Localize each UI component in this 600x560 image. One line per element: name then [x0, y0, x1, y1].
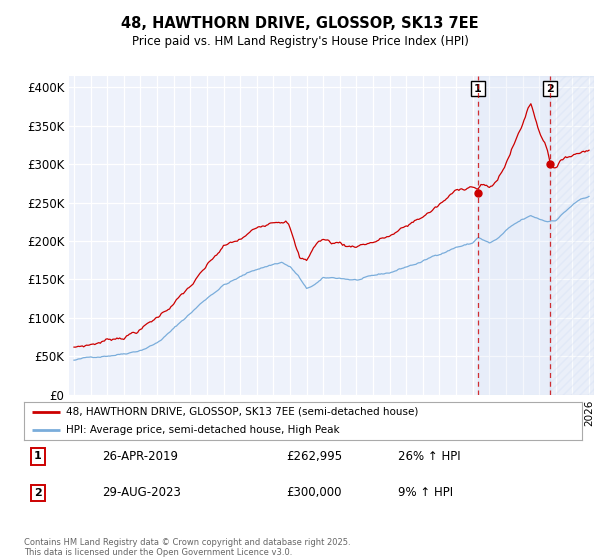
Text: £262,995: £262,995 — [286, 450, 343, 463]
Text: 26-APR-2019: 26-APR-2019 — [102, 450, 178, 463]
Text: HPI: Average price, semi-detached house, High Peak: HPI: Average price, semi-detached house,… — [66, 425, 340, 435]
Text: 9% ↑ HPI: 9% ↑ HPI — [398, 486, 453, 500]
Text: 2: 2 — [34, 488, 42, 498]
Text: 48, HAWTHORN DRIVE, GLOSSOP, SK13 7EE (semi-detached house): 48, HAWTHORN DRIVE, GLOSSOP, SK13 7EE (s… — [66, 407, 418, 417]
Text: Price paid vs. HM Land Registry's House Price Index (HPI): Price paid vs. HM Land Registry's House … — [131, 35, 469, 48]
Text: Contains HM Land Registry data © Crown copyright and database right 2025.
This d: Contains HM Land Registry data © Crown c… — [24, 538, 350, 557]
Bar — [550, 76, 594, 395]
Text: 26% ↑ HPI: 26% ↑ HPI — [398, 450, 460, 463]
Bar — [478, 76, 550, 395]
Text: 1: 1 — [474, 83, 482, 94]
Text: 48, HAWTHORN DRIVE, GLOSSOP, SK13 7EE: 48, HAWTHORN DRIVE, GLOSSOP, SK13 7EE — [121, 16, 479, 31]
Text: 1: 1 — [34, 451, 42, 461]
Text: 29-AUG-2023: 29-AUG-2023 — [102, 486, 181, 500]
Text: 2: 2 — [546, 83, 554, 94]
Text: £300,000: £300,000 — [286, 486, 342, 500]
Bar — [550, 76, 594, 395]
